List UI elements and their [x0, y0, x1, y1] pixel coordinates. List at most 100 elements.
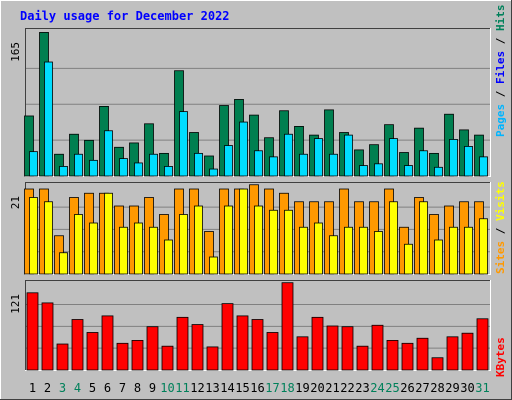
bar-top-hits-24: [369, 144, 379, 177]
bar-top-hits-13: [204, 155, 214, 177]
bar-bottom-kbytes-9: [146, 326, 159, 371]
bar-bottom-kbytes-31: [476, 318, 489, 371]
bar-bottom-kbytes-27: [416, 337, 429, 371]
bar-bottom-kbytes-18: [281, 282, 294, 371]
bar-top-hits-31: [474, 134, 484, 177]
side-labels: Pages / Files / Hits Sites / Visits KBytes: [494, 5, 507, 378]
bar-middle-sites-26: [404, 243, 413, 275]
bar-bottom-kbytes-2: [41, 302, 54, 371]
x-tick-label: 14: [220, 381, 234, 395]
x-tick-label: 17: [265, 381, 279, 395]
x-tick-label: 15: [235, 381, 249, 395]
bar-middle-sites-31: [479, 218, 488, 275]
bar-top-files-8: [134, 162, 143, 177]
bar-top-files-14: [224, 145, 233, 177]
bar-bottom-kbytes-21: [326, 325, 339, 371]
bar-bottom-kbytes-30: [461, 332, 474, 371]
bar-middle-sites-4: [74, 214, 83, 275]
bar-top-files-21: [329, 153, 338, 177]
x-tick-label: 27: [415, 381, 429, 395]
x-tick-label: 5: [89, 381, 96, 395]
bar-top-hits-19: [294, 126, 304, 177]
legend-entry: /: [494, 31, 507, 51]
x-tick-label: 30: [460, 381, 474, 395]
x-tick-label: 11: [175, 381, 189, 395]
legend-entry: Visits: [494, 181, 507, 221]
bar-bottom-kbytes-15: [236, 315, 249, 371]
x-tick-label: 8: [134, 381, 141, 395]
bar-middle-sites-6: [104, 192, 113, 275]
bar-middle-sites-10: [164, 239, 173, 275]
bar-middle-sites-23: [359, 226, 368, 275]
bar-top-hits-10: [159, 152, 169, 177]
bar-middle-sites-19: [299, 226, 308, 275]
panel-bottom: 121: [9, 280, 491, 371]
bar-bottom-kbytes-17: [266, 332, 279, 371]
bar-top-hits-14: [219, 105, 229, 177]
x-tick-label: 31: [475, 381, 489, 395]
x-tick-label: 29: [445, 381, 459, 395]
x-tick-label: 7: [119, 381, 126, 395]
bar-top-files-20: [314, 138, 323, 177]
x-axis-labels: 1 2 3 4 5 6 7 8 9 10 11 12 13 14 15 16 17 18 19 20 21 22 23 24 2…: [29, 381, 490, 395]
x-tick-label: 20: [310, 381, 324, 395]
bar-middle-sites-27: [419, 201, 428, 275]
bar-top-files-7: [119, 158, 128, 177]
legend-label: KBytes: [494, 337, 507, 377]
bar-top-hits-28: [429, 152, 439, 177]
legend-entry: Hits: [494, 5, 507, 32]
legend-entry: /: [494, 221, 507, 241]
bar-top-hits-9: [144, 123, 154, 177]
bar-top-files-3: [59, 166, 68, 177]
max-label-middle: 21: [9, 196, 22, 209]
bar-bottom-kbytes-1: [26, 292, 39, 371]
legend-label: Sites / Visits: [494, 181, 507, 274]
x-tick-label: 2: [44, 381, 51, 395]
bar-middle-sites-21: [329, 235, 338, 275]
x-tick-label: 1: [29, 381, 36, 395]
bar-middle-sites-22: [344, 226, 353, 275]
bar-bottom-kbytes-12: [191, 324, 204, 371]
bar-bottom-kbytes-25: [386, 340, 399, 371]
bar-top-files-12: [194, 152, 203, 177]
bar-bottom-kbytes-8: [131, 340, 144, 371]
bar-bottom-kbytes-11: [176, 316, 189, 371]
x-tick-label: 9: [149, 381, 156, 395]
bar-top-files-13: [209, 168, 218, 177]
bar-top-files-30: [464, 146, 473, 177]
bar-bottom-kbytes-24: [371, 324, 384, 371]
bar-top-hits-3: [54, 153, 64, 177]
x-tick-label: 4: [74, 381, 81, 395]
bar-top-files-17: [269, 156, 278, 177]
bar-bottom-kbytes-22: [341, 326, 354, 371]
bar-bottom-kbytes-13: [206, 346, 219, 371]
bar-middle-sites-2: [44, 201, 53, 275]
bar-top-files-10: [164, 166, 173, 177]
bar-bottom-kbytes-7: [116, 342, 129, 371]
x-tick-label: 21: [325, 381, 339, 395]
bar-top-files-27: [419, 150, 428, 177]
legend-entry: /: [494, 84, 507, 104]
bar-bottom-kbytes-23: [356, 345, 369, 371]
bar-top-hits-23: [354, 149, 364, 177]
x-tick-label: 23: [355, 381, 369, 395]
legend-entry: KBytes: [494, 337, 507, 377]
bar-bottom-kbytes-28: [431, 357, 444, 371]
bar-middle-sites-30: [464, 226, 473, 275]
bar-top-files-28: [434, 166, 443, 177]
bar-middle-sites-12: [194, 205, 203, 275]
bar-middle-sites-24: [374, 231, 383, 275]
bar-top-files-6: [104, 130, 113, 177]
bar-middle-sites-5: [89, 222, 98, 275]
x-tick-label: 18: [280, 381, 294, 395]
max-label-top: 165: [9, 42, 22, 62]
x-tick-label: 16: [250, 381, 264, 395]
bar-bottom-kbytes-3: [56, 343, 69, 371]
legend-entry: Sites: [494, 241, 507, 274]
bar-bottom-kbytes-16: [251, 319, 264, 371]
x-tick-label: 10: [160, 381, 174, 395]
x-tick-label: 26: [400, 381, 414, 395]
x-tick-label: 22: [340, 381, 354, 395]
bar-bottom-kbytes-26: [401, 342, 414, 371]
bar-top-files-4: [74, 153, 83, 177]
